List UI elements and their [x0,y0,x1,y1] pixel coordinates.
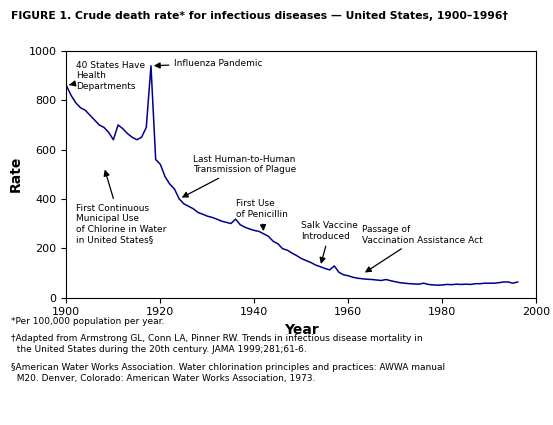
Text: Passage of
Vaccination Assistance Act: Passage of Vaccination Assistance Act [363,225,483,272]
Text: Salk Vaccine
Introduced: Salk Vaccine Introduced [301,221,358,263]
Text: Last Human-to-Human
Transmission of Plague: Last Human-to-Human Transmission of Plag… [183,155,296,197]
Text: First Use
of Penicillin: First Use of Penicillin [236,199,288,230]
Text: 40 States Have
Health
Departments: 40 States Have Health Departments [70,61,145,91]
X-axis label: Year: Year [284,323,319,337]
Text: †Adapted from Armstrong GL, Conn LA, Pinner RW. Trends in infectious disease mor: †Adapted from Armstrong GL, Conn LA, Pin… [11,334,422,354]
Text: Influenza Pandemic: Influenza Pandemic [155,59,263,68]
Text: §American Water Works Association. Water chlorination principles and practices: : §American Water Works Association. Water… [11,363,445,383]
Y-axis label: Rate: Rate [9,156,23,193]
Text: FIGURE 1. Crude death rate* for infectious diseases — United States, 1900–1996†: FIGURE 1. Crude death rate* for infectio… [11,11,508,21]
Text: *Per 100,000 population per year.: *Per 100,000 population per year. [11,317,164,326]
Text: First Continuous
Municipal Use
of Chlorine in Water
in United States§: First Continuous Municipal Use of Chlori… [76,171,166,244]
